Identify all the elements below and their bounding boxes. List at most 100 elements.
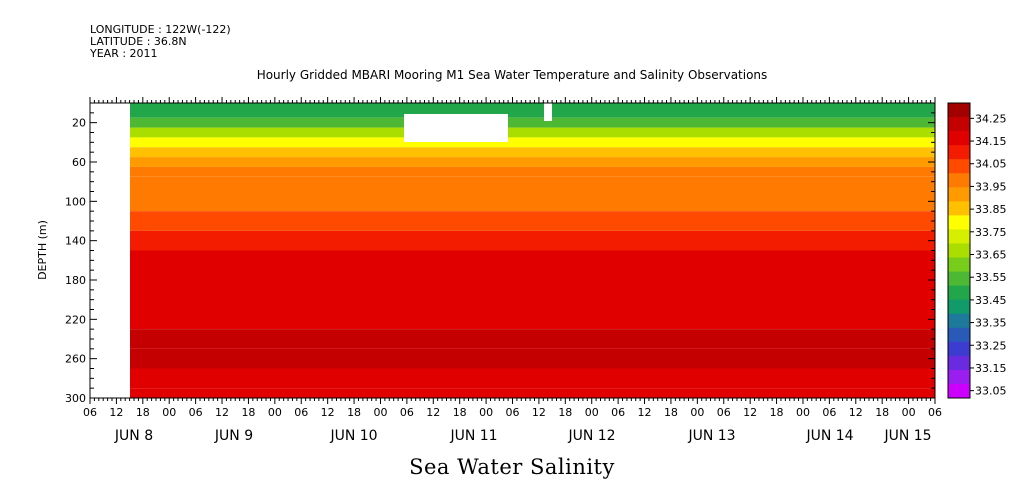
colorbar-swatch <box>948 131 970 146</box>
year-label: YEAR : 2011 <box>90 47 158 60</box>
x-hour-label: 12 <box>532 406 546 419</box>
salinity-band <box>130 329 935 349</box>
colorbar-swatch <box>948 103 970 118</box>
x-hour-label: 18 <box>558 406 572 419</box>
missing-data-region <box>90 103 130 398</box>
x-day-label: JUN 9 <box>214 428 253 444</box>
colorbar-swatch <box>948 299 970 315</box>
colorbar-swatch <box>948 187 970 202</box>
missing-data-block <box>404 114 508 142</box>
chart-subtitle: Sea Water Salinity <box>409 455 615 479</box>
x-hour-label: 06 <box>400 406 414 419</box>
salinity-band <box>130 211 935 231</box>
salinity-band <box>130 166 935 177</box>
x-hour-label: 18 <box>241 406 255 419</box>
x-hour-label: 06 <box>294 406 308 419</box>
x-hour-label: 12 <box>638 406 652 419</box>
x-hour-label: 18 <box>136 406 150 419</box>
colorbar-swatch <box>948 355 970 371</box>
x-hour-label: 00 <box>268 406 282 419</box>
colorbar-swatch <box>948 341 970 357</box>
colorbar-swatch <box>948 159 970 174</box>
salinity-band <box>130 147 935 158</box>
x-day-label: JUN 10 <box>329 428 377 444</box>
x-hour-label: 12 <box>743 406 757 419</box>
x-hour-label: 06 <box>611 406 625 419</box>
salinity-band <box>130 157 935 167</box>
colorbar-swatch <box>948 173 970 188</box>
y-tick-label: 20 <box>72 117 86 130</box>
chart-title: Hourly Gridded MBARI Mooring M1 Sea Wate… <box>256 68 768 82</box>
x-hour-label: 12 <box>109 406 123 419</box>
colorbar-swatch <box>948 201 970 216</box>
colorbar-swatch <box>948 327 970 343</box>
colorbar-label: 33.45 <box>975 294 1007 307</box>
colorbar-swatch <box>948 117 970 132</box>
x-day-label: JUN 13 <box>687 428 735 444</box>
mooring-metadata: LONGITUDE : 122W(-122) LATITUDE : 36.8N … <box>90 24 231 60</box>
y-tick-label: 100 <box>65 195 86 208</box>
x-hour-label: 00 <box>479 406 493 419</box>
y-tick-label: 300 <box>65 392 86 405</box>
colorbar-label: 33.85 <box>975 203 1007 216</box>
latitude-label: LATITUDE : 36.8N <box>90 35 187 48</box>
x-hour-label: 18 <box>347 406 361 419</box>
x-axis: 06 12 18 00 06 12 18 00 06 12 18 00 06 12 18 00 06 12 18 00… <box>83 97 942 444</box>
colorbar-label: 33.05 <box>975 385 1007 398</box>
x-day-label: JUN 11 <box>449 428 497 444</box>
x-hour-label: 18 <box>875 406 889 419</box>
longitude-label: LONGITUDE : 122W(-122) <box>90 23 231 36</box>
colorbar-swatch <box>948 215 970 230</box>
x-hour-label: 18 <box>770 406 784 419</box>
salinity-band <box>130 368 935 389</box>
salinity-band <box>130 250 935 280</box>
x-hour-label: 00 <box>902 406 916 419</box>
x-hour-label: 06 <box>928 406 942 419</box>
x-day-label: JUN 12 <box>567 428 615 444</box>
x-hour-label: 12 <box>321 406 335 419</box>
x-hour-label: 18 <box>664 406 678 419</box>
colorbar-label: 33.95 <box>975 180 1007 193</box>
colorbar-swatch <box>948 257 970 273</box>
missing-data-gap <box>544 103 552 121</box>
x-hour-label: 06 <box>506 406 520 419</box>
y-tick-label: 260 <box>65 353 86 366</box>
x-day-label: JUN 15 <box>883 428 931 444</box>
y-axis-title: DEPTH (m) <box>36 220 49 280</box>
x-hour-label: 18 <box>453 406 467 419</box>
x-hour-label: 06 <box>717 406 731 419</box>
colorbar-label: 33.35 <box>975 317 1007 330</box>
x-hour-label: 12 <box>215 406 229 419</box>
salinity-band <box>130 103 935 118</box>
x-hour-label: 06 <box>83 406 97 419</box>
salinity-band <box>130 309 935 330</box>
y-tick-label: 60 <box>72 156 86 169</box>
x-hour-label: 00 <box>162 406 176 419</box>
y-tick-label: 140 <box>65 235 86 248</box>
colorbar-label: 33.15 <box>975 362 1007 375</box>
colorbar-swatch <box>948 313 970 329</box>
colorbar-label: 33.75 <box>975 226 1007 239</box>
colorbar-swatch <box>948 145 970 160</box>
salinity-band <box>130 280 935 310</box>
x-day-label: JUN 14 <box>805 428 853 444</box>
y-tick-label: 180 <box>65 274 86 287</box>
x-hour-label: 12 <box>849 406 863 419</box>
y-axis: 20 60 100 140 180 220 260 300 <box>65 102 935 405</box>
colorbar-label: 33.55 <box>975 271 1007 284</box>
salinity-band <box>130 348 935 369</box>
salinity-band <box>130 127 935 138</box>
colorbar-label: 34.25 <box>975 112 1007 125</box>
colorbar-frame <box>947 102 971 399</box>
salinity-band <box>130 388 935 398</box>
colorbar: 34.25 34.15 34.05 33.95 33.85 33.75 33.65 33.55… <box>947 102 1007 399</box>
plot-area <box>89 102 936 399</box>
salinity-band <box>130 230 935 251</box>
colorbar-swatch <box>948 271 970 287</box>
salinity-band <box>130 137 935 148</box>
colorbar-label: 34.05 <box>975 158 1007 171</box>
x-hour-label: 12 <box>426 406 440 419</box>
x-hour-label: 00 <box>585 406 599 419</box>
salinity-band <box>130 117 935 128</box>
